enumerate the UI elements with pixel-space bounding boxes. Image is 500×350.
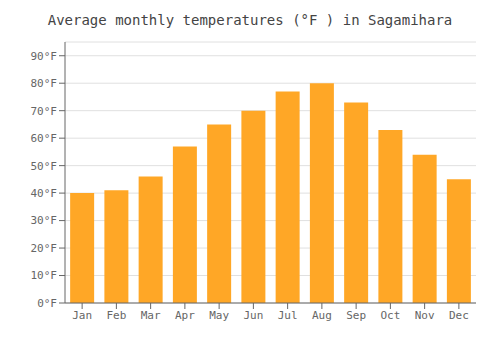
svg-text:Jan: Jan — [72, 309, 92, 322]
svg-text:Dec: Dec — [449, 309, 469, 322]
svg-text:20°F: 20°F — [31, 242, 58, 255]
svg-text:40°F: 40°F — [31, 187, 58, 200]
svg-text:Oct: Oct — [380, 309, 400, 322]
svg-text:Jul: Jul — [278, 309, 298, 322]
svg-text:90°F: 90°F — [31, 50, 58, 63]
svg-text:May: May — [209, 309, 229, 322]
svg-text:Aug: Aug — [312, 309, 332, 322]
svg-text:Nov: Nov — [415, 309, 435, 322]
svg-text:50°F: 50°F — [31, 160, 58, 173]
svg-text:30°F: 30°F — [31, 214, 58, 227]
svg-text:Sep: Sep — [346, 309, 366, 322]
svg-text:80°F: 80°F — [31, 77, 58, 90]
svg-text:Jun: Jun — [243, 309, 263, 322]
svg-text:10°F: 10°F — [31, 269, 58, 282]
svg-text:70°F: 70°F — [31, 105, 58, 118]
svg-text:Mar: Mar — [141, 309, 161, 322]
svg-text:Apr: Apr — [175, 309, 195, 322]
html-text:Average monthly temperatures (: Average monthly temperatures (°F ) in Sa… — [47, 12, 453, 28]
svg-text:60°F: 60°F — [31, 132, 58, 145]
svg-text:Feb: Feb — [106, 309, 126, 322]
svg-text:0°F: 0°F — [37, 297, 57, 310]
